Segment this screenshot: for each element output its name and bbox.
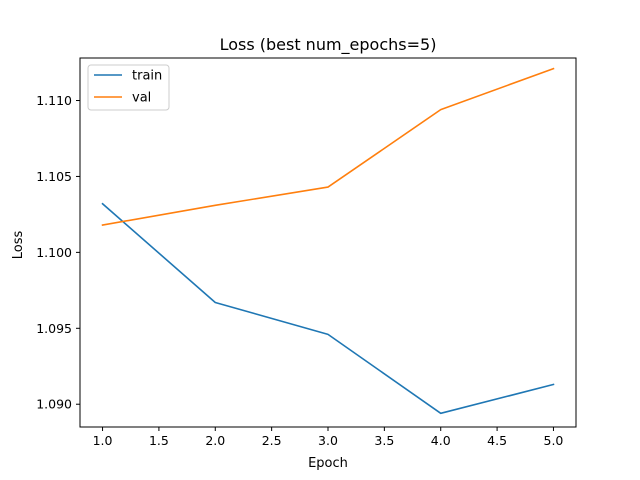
series-line-val: [101, 67, 555, 226]
x-tick-label: 4.0: [431, 433, 451, 448]
y-axis-label: Loss: [11, 231, 26, 260]
x-tick-label: 4.5: [487, 433, 507, 448]
x-axis-label: Epoch: [308, 456, 348, 471]
series-line-train: [101, 202, 555, 415]
x-tick-label: 1.0: [93, 433, 113, 448]
legend-box: [87, 64, 170, 111]
legend-label-train: train: [132, 69, 162, 84]
y-tick-label: 1.110: [36, 93, 72, 108]
x-tick-label: 5.0: [544, 433, 564, 448]
y-tick-label: 1.100: [36, 245, 72, 260]
y-tick-label: 1.095: [36, 321, 72, 336]
legend-label-val: val: [132, 91, 151, 106]
legend: train val: [87, 64, 170, 111]
x-tick-label: 3.5: [374, 433, 394, 448]
chart-title: Loss (best num_epochs=5): [220, 35, 437, 55]
x-tick-label: 1.5: [149, 433, 169, 448]
plot-area: 1.0 1.5 2.0 2.5 3.0 3.5 4.0 4.5 5.0 1.090 1.095 1.1…: [36, 57, 577, 448]
y-tick-label: 1.090: [36, 397, 72, 412]
y-tick-label: 1.105: [36, 169, 72, 184]
x-tick-label: 3.0: [318, 433, 338, 448]
x-tick-label: 2.5: [262, 433, 282, 448]
x-tick-label: 2.0: [205, 433, 225, 448]
